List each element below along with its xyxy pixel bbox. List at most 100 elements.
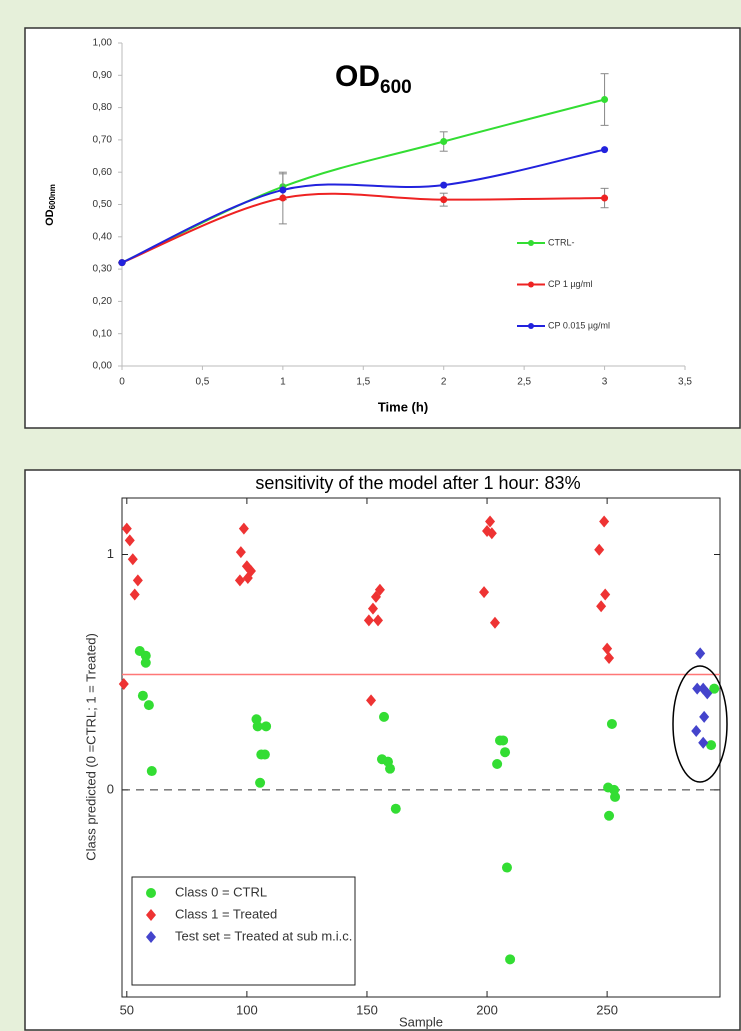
point (121, 522, 132, 535)
point (127, 553, 138, 566)
legend-marker (146, 909, 156, 921)
point (601, 194, 609, 202)
x-tick-label: 1 (280, 377, 286, 388)
x-tick-label: 2 (441, 377, 447, 388)
point (492, 758, 503, 769)
point (695, 647, 706, 660)
point (594, 543, 605, 556)
legend-box (131, 876, 356, 986)
x-tick-label: 250 (596, 1002, 618, 1017)
legend-marker (528, 281, 534, 288)
point (279, 186, 287, 194)
point (259, 749, 270, 760)
annotation-ellipse (672, 665, 728, 783)
point (601, 96, 609, 104)
point (440, 196, 448, 204)
point (599, 515, 610, 528)
point (118, 259, 126, 267)
point (606, 718, 617, 729)
point (698, 736, 709, 749)
y-axis-label: Class predicted (0 =CTRL; 1 = Treated) (83, 633, 98, 861)
y-tick-label: 1 (107, 546, 114, 561)
legend-label: Class 1 = Treated (175, 906, 277, 921)
x-tick-label: 150 (356, 1002, 378, 1017)
point (500, 747, 511, 758)
point (691, 725, 702, 738)
point (255, 777, 266, 788)
point (279, 194, 287, 202)
point (118, 677, 129, 690)
chart-title: sensitivity of the model after 1 hour: 8… (255, 473, 580, 493)
legend-label: CP 1 µg/ml (548, 279, 593, 289)
point (367, 602, 378, 615)
chart-frame (24, 27, 741, 429)
x-axis-label: Time (h) (378, 399, 428, 414)
y-tick-label: 0,20 (93, 296, 113, 307)
series-line (121, 192, 605, 264)
point (604, 652, 615, 665)
x-tick-label: 1,5 (356, 377, 370, 388)
title-subscript: 600 (380, 77, 412, 98)
x-tick-label: 200 (476, 1002, 498, 1017)
point (363, 614, 374, 627)
legend-label: Class 0 = CTRL (175, 884, 267, 899)
point (140, 657, 151, 668)
x-tick-label: 0,5 (195, 377, 209, 388)
x-tick-label: 100 (236, 1002, 258, 1017)
point (440, 138, 448, 146)
point (124, 534, 135, 547)
point (501, 862, 512, 873)
point (479, 586, 490, 599)
point (489, 616, 500, 629)
plot-frame (121, 497, 721, 998)
point (235, 546, 246, 559)
point (601, 146, 609, 154)
point (709, 683, 720, 694)
point (692, 682, 703, 695)
point (505, 954, 516, 965)
point (600, 588, 611, 601)
point (385, 763, 396, 774)
point (390, 803, 401, 814)
point (485, 515, 496, 528)
legend-marker (146, 888, 156, 898)
point (379, 711, 390, 722)
x-tick-label: 0 (119, 377, 125, 388)
point (495, 735, 506, 746)
x-tick-label: 2,5 (517, 377, 531, 388)
point (373, 614, 384, 627)
y-tick-label: 1,00 (93, 38, 113, 49)
point (143, 700, 154, 711)
y-tick-label: 0,80 (93, 102, 113, 113)
point (699, 710, 710, 723)
point (702, 687, 713, 700)
y-tick-label: 0,50 (93, 199, 113, 210)
legend-marker (528, 323, 534, 329)
point (370, 590, 381, 603)
title-main: OD (335, 60, 380, 93)
point (440, 181, 448, 189)
point (238, 522, 249, 535)
y-tick-label: 0,40 (93, 231, 113, 242)
y-tick-label: 0,00 (93, 361, 113, 372)
point (261, 721, 272, 732)
point (132, 574, 143, 587)
x-tick-label: 3 (602, 377, 608, 388)
y-tick-label: 0,60 (93, 167, 113, 178)
legend-label: CP 0.015 µg/ml (548, 320, 610, 330)
point (140, 650, 151, 661)
x-tick-label: 3,5 (678, 377, 692, 388)
point (366, 694, 377, 707)
point (129, 588, 140, 601)
legend-label: Test set = Treated at sub m.i.c. (175, 928, 352, 943)
y-tick-label: 0 (107, 781, 114, 796)
series-line (121, 148, 605, 264)
point (596, 600, 607, 613)
y-tick-label: 0,90 (93, 70, 113, 81)
y-axis-label: OD600nm (44, 184, 57, 226)
y-tick-label: 0,10 (93, 328, 113, 339)
ylabel-main: OD (44, 209, 56, 226)
point (252, 721, 263, 732)
